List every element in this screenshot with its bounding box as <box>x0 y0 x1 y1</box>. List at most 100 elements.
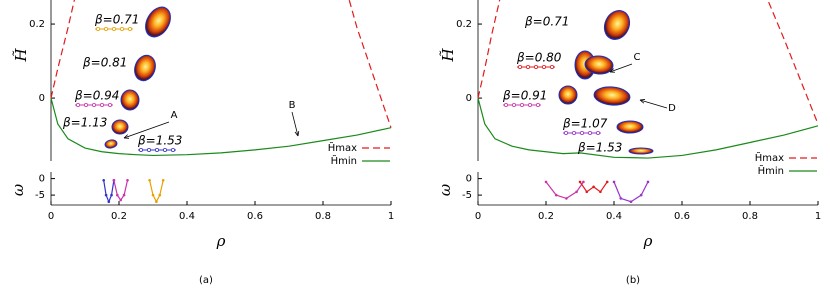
frequency-point <box>110 193 113 197</box>
beta-marker <box>84 103 89 108</box>
series-line <box>50 97 392 157</box>
beta-marker <box>596 130 601 135</box>
x-tick-label: 0.8 <box>742 211 758 222</box>
pattern-image <box>145 6 171 38</box>
point-label: B <box>289 100 296 111</box>
beta-marker <box>528 103 533 108</box>
frequency-point <box>612 180 616 184</box>
beta-label: β=0.71 <box>524 15 569 29</box>
frequency-line <box>149 180 164 204</box>
legend-label: H̃min <box>758 164 784 177</box>
beta-marker <box>520 103 525 108</box>
inset-y-axis-label: ω <box>436 184 454 196</box>
beta-marker <box>170 147 175 152</box>
arrow <box>609 63 633 73</box>
panel-label: (a) <box>199 275 213 286</box>
beta-marker <box>518 65 523 70</box>
beta-marker <box>512 103 517 108</box>
pattern-image <box>584 55 614 75</box>
series-line <box>477 97 819 159</box>
beta-marker <box>96 26 101 31</box>
inset-y-tick-label: 0 <box>39 174 45 185</box>
x-axis-label: ρ <box>643 232 653 250</box>
beta-marker <box>580 130 585 135</box>
frequency-line <box>103 180 115 204</box>
inset-y-tick-label: -5 <box>462 190 472 201</box>
x-tick-label: 0.4 <box>179 211 195 222</box>
pattern-image <box>628 147 654 155</box>
x-tick-label: 0.6 <box>674 211 690 222</box>
pattern-image <box>616 120 644 134</box>
frequency-point <box>122 193 126 197</box>
inset-y-axis-label: ω <box>9 184 27 196</box>
beta-marker <box>503 103 508 108</box>
beta-marker <box>112 26 117 31</box>
arrow-head <box>639 99 646 104</box>
beta-marker <box>550 65 555 70</box>
beta-marker <box>534 65 539 70</box>
legend-label: H̃max <box>755 151 784 164</box>
x-tick-label: 1 <box>388 211 394 222</box>
beta-marker <box>120 26 125 31</box>
beta-marker <box>92 103 97 108</box>
arrow <box>123 121 170 139</box>
pattern-image <box>558 85 578 105</box>
frequency-point <box>599 190 602 194</box>
frequency-point <box>155 200 158 203</box>
arrow <box>639 99 668 109</box>
inset-y-tick-label: 0 <box>466 174 472 185</box>
beta-marker <box>588 130 593 135</box>
frequency-point <box>582 180 585 184</box>
beta-marker <box>127 26 132 31</box>
legend-label: H̃min <box>331 154 357 167</box>
y-tick-label: 0 <box>466 93 472 104</box>
arrow-head <box>609 68 616 73</box>
point-label: A <box>171 110 178 121</box>
series-line <box>477 0 819 125</box>
beta-marker <box>76 103 81 108</box>
beta-label: β=0.80 <box>516 51 562 65</box>
frequency-point <box>565 197 568 200</box>
beta-marker <box>104 26 109 31</box>
panel-label: (b) <box>626 275 640 286</box>
frequency-point <box>112 178 116 182</box>
beta-label: β=0.71 <box>94 13 139 27</box>
frequency-point <box>639 193 643 197</box>
frequency-point <box>102 178 105 182</box>
frequency-line <box>613 181 649 203</box>
y-axis-label: H̃ <box>12 48 30 63</box>
x-tick-label: 0 <box>475 211 481 222</box>
y-axis-label: H̃ <box>439 48 457 63</box>
beta-marker <box>146 147 151 152</box>
beta-label: β=1.53 <box>137 134 182 148</box>
frequency-point <box>592 185 595 189</box>
frequency-point <box>104 193 108 197</box>
frequency-point <box>578 180 582 184</box>
frequency-point <box>148 178 151 182</box>
point-label: C <box>634 52 641 63</box>
pattern-image <box>120 89 140 111</box>
y-tick-label: 0.2 <box>29 19 45 30</box>
frequency-point <box>544 180 548 184</box>
pattern-image <box>603 9 631 41</box>
y-tick-label: 0 <box>39 93 45 104</box>
frequency-point <box>605 180 609 184</box>
beta-marker <box>162 147 167 152</box>
beta-marker <box>542 65 547 70</box>
beta-marker <box>154 147 159 152</box>
frequency-point <box>646 180 650 184</box>
plot-area <box>50 0 392 157</box>
beta-marker <box>138 147 143 152</box>
frequency-point <box>585 190 589 194</box>
beta-label: β=0.91 <box>502 89 547 103</box>
beta-marker <box>100 103 105 108</box>
x-tick-label: 0.6 <box>247 211 263 222</box>
pattern-image <box>104 139 118 149</box>
x-tick-label: 0.2 <box>111 211 127 222</box>
x-axis-label: ρ <box>216 232 226 250</box>
frequency-point <box>119 198 122 202</box>
frequency-point <box>575 190 578 194</box>
arrow-head <box>123 134 130 139</box>
x-tick-label: 0.4 <box>606 211 622 222</box>
legend-label: H̃max <box>328 141 357 154</box>
